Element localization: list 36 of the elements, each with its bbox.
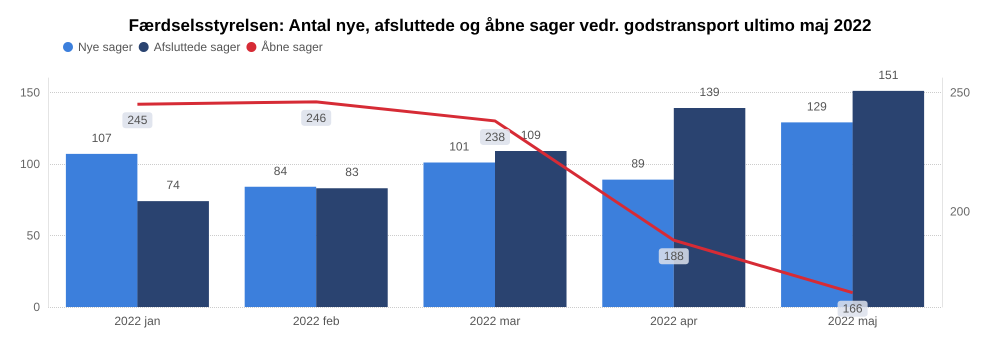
data-label: 139 — [700, 85, 720, 100]
chart-title: Færdselsstyrelsen: Antal nye, afsluttede og åbne sager vedr. godstransport ultimo maj 2022 — [128, 16, 872, 35]
data-label: 89 — [631, 156, 646, 171]
data-label: 245 — [127, 113, 148, 128]
x-tick-label: 2022 mar — [470, 314, 520, 328]
bar — [316, 188, 388, 307]
legend-label: Åbne sager — [261, 40, 323, 54]
data-label: 84 — [274, 164, 288, 178]
x-tick-label: 2022 maj — [828, 314, 878, 328]
y-tick-label: 100 — [20, 156, 40, 171]
data-label: 188 — [664, 249, 684, 264]
legend-label: Nye sager — [78, 40, 133, 54]
bar — [244, 186, 316, 307]
data-label: 109 — [520, 128, 542, 142]
x-tick-label: 2022 jan — [114, 314, 160, 328]
data-label: 166 — [842, 302, 863, 316]
data-label: 151 — [878, 68, 899, 82]
bar — [66, 154, 138, 307]
bar — [137, 201, 209, 307]
y2-tick-label: 200 — [950, 204, 970, 219]
data-label: 101 — [449, 139, 470, 154]
y-tick-label: 0 — [33, 300, 40, 314]
x-tick-label: 2022 apr — [650, 314, 698, 328]
y-tick-label: 150 — [20, 85, 40, 100]
data-label: 238 — [484, 130, 506, 144]
bar — [495, 150, 567, 307]
data-label: 74 — [166, 178, 180, 192]
data-label: 107 — [92, 130, 112, 145]
y2-tick-label: 250 — [950, 85, 970, 100]
data-label: 129 — [806, 99, 828, 114]
y-tick-label: 50 — [26, 228, 40, 242]
x-tick-label: 2022 feb — [292, 314, 340, 328]
data-label: 83 — [345, 165, 359, 180]
bar — [423, 162, 495, 307]
legend-label: Afsluttede sager — [154, 40, 240, 54]
data-label: 246 — [306, 110, 327, 125]
